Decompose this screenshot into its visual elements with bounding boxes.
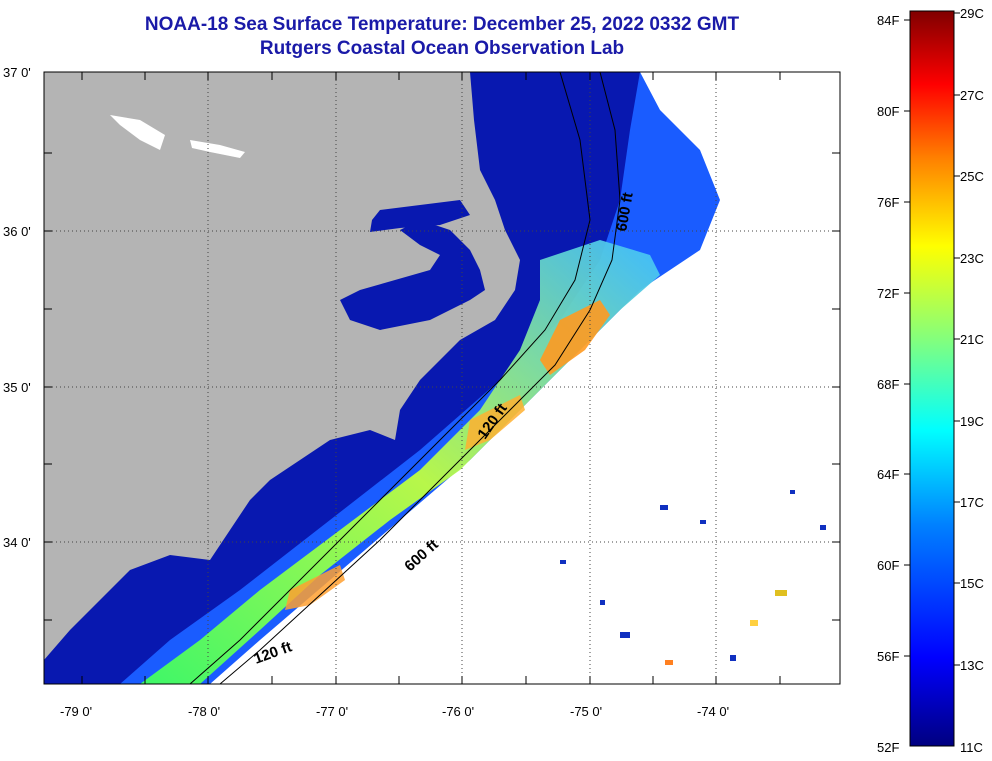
colorbar-ticks xyxy=(904,12,960,666)
colorbar-f-label: 72F xyxy=(877,286,899,301)
colorbar-c-label: 25C xyxy=(960,169,984,184)
lat-label: 34 0' xyxy=(3,535,31,550)
map-subtitle: Rutgers Coastal Ocean Observation Lab xyxy=(259,38,625,59)
contour-label-600ft-north: 600 ft xyxy=(613,191,637,233)
scattered-warm-pixels xyxy=(665,590,787,665)
map-frame xyxy=(43,71,841,685)
axis-ticks xyxy=(44,72,840,684)
colorbar-f-label: 80F xyxy=(877,104,899,119)
pamlico-sound xyxy=(340,220,485,330)
colorbar-f-label: 84F xyxy=(877,13,899,28)
lon-label: -79 0' xyxy=(60,704,92,719)
colorbar-f-label: 76F xyxy=(877,195,899,210)
lon-label: -77 0' xyxy=(316,704,348,719)
colorbar-c-label: 11C xyxy=(960,740,983,755)
map-title: NOAA-18 Sea Surface Temperature: Decembe… xyxy=(144,14,740,35)
lon-label: -76 0' xyxy=(442,704,474,719)
colorbar-f-label: 52F xyxy=(877,740,899,755)
lon-label: -75 0' xyxy=(570,704,602,719)
lat-label: 37 0' xyxy=(3,65,31,80)
colorbar-c-label: 23C xyxy=(960,251,984,266)
colorbar-f-label: 56F xyxy=(877,649,899,664)
shelf-warm-water xyxy=(140,240,660,684)
colorbar-c-label: 13C xyxy=(960,658,984,673)
colorbar-c-label: 17C xyxy=(960,495,984,510)
depth-contours xyxy=(189,72,621,684)
temperature-colorbar xyxy=(909,10,955,747)
mid-water-band xyxy=(120,72,720,684)
colorbar-c-label: 19C xyxy=(960,414,984,429)
colorbar-c-label: 27C xyxy=(960,88,984,103)
gulf-stream-warm-edge xyxy=(465,395,525,450)
lon-label: -78 0' xyxy=(188,704,220,719)
lat-label: 35 0' xyxy=(3,380,31,395)
graticule xyxy=(44,72,840,684)
albemarle-sound xyxy=(370,200,470,232)
colorbar-c-label: 29C xyxy=(960,6,984,21)
colorbar-c-label: 15C xyxy=(960,576,984,591)
inland-lakes xyxy=(110,115,245,158)
gulf-stream-warm-edge xyxy=(540,300,610,375)
colorbar-f-label: 64F xyxy=(877,467,899,482)
lon-label: -74 0' xyxy=(697,704,729,719)
map-plot-area xyxy=(44,72,840,684)
colorbar-f-label: 60F xyxy=(877,558,899,573)
scattered-pixels xyxy=(560,490,826,661)
colorbar-f-label: 68F xyxy=(877,377,899,392)
gulf-stream-warm-edge xyxy=(285,565,345,610)
colorbar-c-label: 21C xyxy=(960,332,984,347)
lat-label: 36 0' xyxy=(3,224,31,239)
